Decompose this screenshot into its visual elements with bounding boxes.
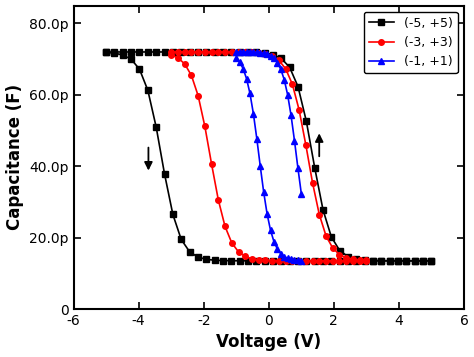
(-5, +5)	[312, 259, 318, 263]
(-3, +3)	[168, 53, 174, 57]
(-1, +1)	[268, 228, 273, 232]
Line	[168, 52, 369, 263]
(-5, +5)	[254, 259, 259, 263]
(-3, +3)	[175, 56, 181, 60]
(-5, +5)	[203, 257, 209, 261]
(-5, +5)	[170, 212, 176, 217]
(-3, +3)	[296, 259, 302, 263]
(-5, +5)	[345, 259, 351, 263]
(-1, +1)	[254, 137, 260, 141]
(-5, +5)	[403, 259, 409, 263]
(-3, +3)	[182, 62, 188, 66]
(-3, +3)	[310, 259, 315, 263]
Line	[233, 55, 305, 264]
(-3, +3)	[357, 259, 363, 263]
(-1, +1)	[271, 240, 277, 244]
(-1, +1)	[257, 164, 263, 168]
(-5, +5)	[412, 259, 418, 263]
(-5, +5)	[187, 250, 192, 254]
(-3, +3)	[290, 259, 295, 263]
(-5, +5)	[245, 259, 251, 263]
(-1, +1)	[233, 56, 239, 60]
(-1, +1)	[299, 258, 304, 263]
(-5, +5)	[262, 259, 267, 263]
(-1, +1)	[264, 212, 270, 216]
(-5, +5)	[228, 258, 234, 263]
(-5, +5)	[428, 259, 434, 263]
(-1, +1)	[237, 60, 243, 64]
(-3, +3)	[202, 124, 208, 129]
(-1, +1)	[247, 91, 253, 96]
(-3, +3)	[195, 94, 201, 98]
X-axis label: Voltage (V): Voltage (V)	[216, 333, 321, 351]
(-3, +3)	[189, 73, 194, 77]
(-5, +5)	[120, 53, 126, 57]
(-1, +1)	[292, 258, 297, 262]
(-5, +5)	[337, 259, 343, 263]
(-5, +5)	[270, 259, 276, 263]
(-5, +5)	[220, 258, 226, 263]
Legend: (-5, +5), (-3, +3), (-1, +1): (-5, +5), (-3, +3), (-1, +1)	[364, 12, 458, 73]
(-3, +3)	[242, 254, 248, 258]
(-5, +5)	[320, 259, 326, 263]
(-3, +3)	[303, 259, 309, 263]
(-1, +1)	[244, 76, 249, 81]
Y-axis label: Capacitance (F): Capacitance (F)	[6, 84, 24, 230]
(-1, +1)	[282, 255, 287, 259]
(-3, +3)	[269, 258, 275, 263]
(-5, +5)	[379, 259, 384, 263]
(-3, +3)	[209, 162, 214, 166]
(-5, +5)	[295, 259, 301, 263]
(-5, +5)	[303, 259, 309, 263]
Line	[103, 50, 434, 263]
(-1, +1)	[274, 247, 280, 251]
(-1, +1)	[295, 258, 301, 262]
(-3, +3)	[330, 259, 336, 263]
(-3, +3)	[343, 259, 349, 263]
(-1, +1)	[288, 257, 294, 261]
(-1, +1)	[278, 252, 283, 256]
(-3, +3)	[283, 258, 289, 263]
(-3, +3)	[249, 257, 255, 261]
(-5, +5)	[237, 259, 242, 263]
(-5, +5)	[354, 259, 359, 263]
(-3, +3)	[263, 258, 268, 262]
(-5, +5)	[162, 172, 167, 176]
(-5, +5)	[178, 237, 184, 242]
(-5, +5)	[287, 259, 292, 263]
(-3, +3)	[364, 259, 369, 263]
(-5, +5)	[328, 259, 334, 263]
(-1, +1)	[261, 190, 266, 194]
(-5, +5)	[395, 259, 401, 263]
(-3, +3)	[222, 224, 228, 228]
(-1, +1)	[251, 111, 256, 116]
(-5, +5)	[128, 57, 134, 61]
(-3, +3)	[276, 258, 282, 263]
(-5, +5)	[154, 125, 159, 129]
(-5, +5)	[145, 88, 151, 92]
(-5, +5)	[370, 259, 376, 263]
(-3, +3)	[337, 259, 342, 263]
(-3, +3)	[323, 259, 329, 263]
(-3, +3)	[350, 259, 356, 263]
(-3, +3)	[236, 250, 241, 254]
(-5, +5)	[420, 259, 426, 263]
(-3, +3)	[317, 259, 322, 263]
(-1, +1)	[285, 256, 291, 260]
(-5, +5)	[195, 255, 201, 259]
(-5, +5)	[212, 258, 218, 262]
(-3, +3)	[229, 241, 235, 245]
(-1, +1)	[240, 66, 246, 71]
(-5, +5)	[137, 67, 142, 71]
(-3, +3)	[256, 258, 262, 262]
(-3, +3)	[216, 198, 221, 202]
(-5, +5)	[103, 50, 109, 55]
(-5, +5)	[362, 259, 367, 263]
(-5, +5)	[112, 51, 118, 55]
(-5, +5)	[387, 259, 392, 263]
(-5, +5)	[278, 259, 284, 263]
